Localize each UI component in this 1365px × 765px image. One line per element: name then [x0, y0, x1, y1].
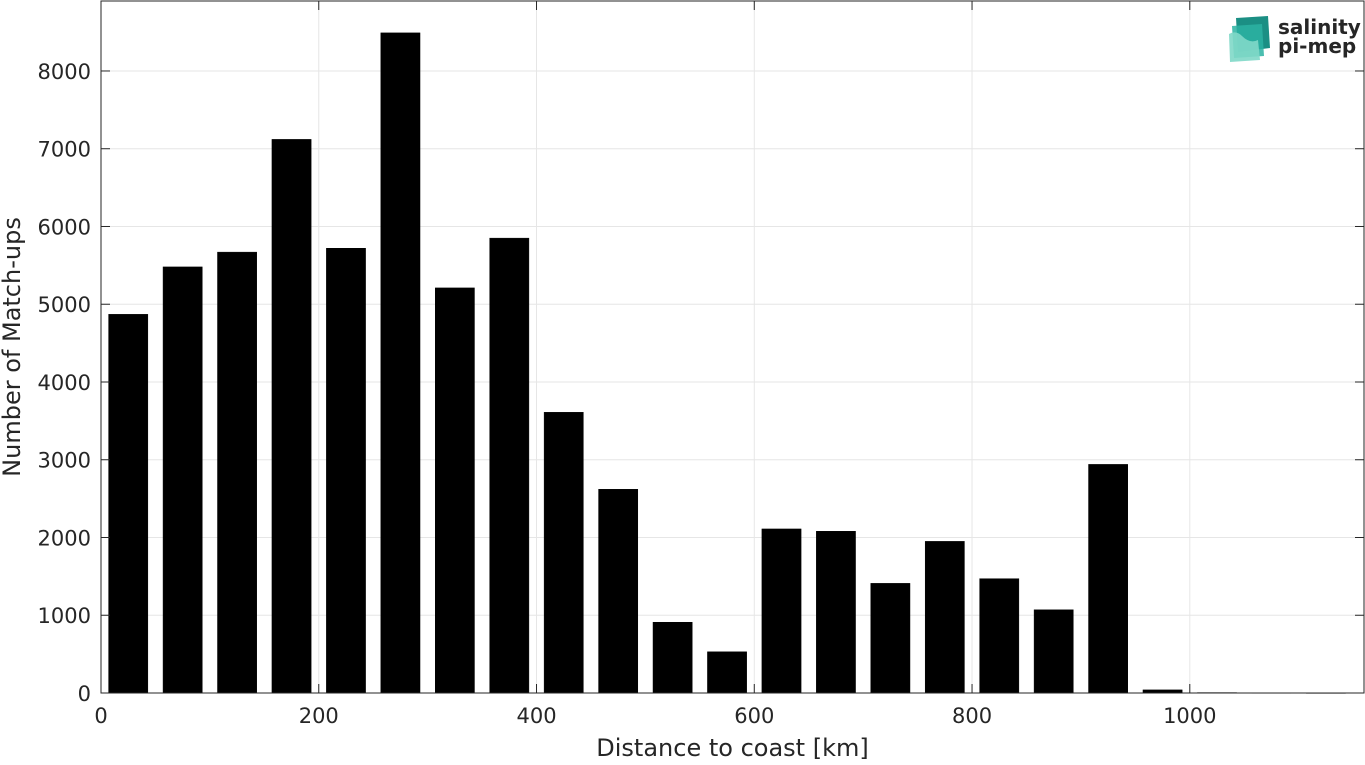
y-tick-label: 0: [78, 682, 91, 706]
bar: [816, 531, 856, 694]
x-tick-label: 400: [516, 704, 556, 728]
x-tick-label: 0: [94, 704, 107, 728]
bar: [326, 248, 366, 694]
bar: [707, 651, 747, 694]
x-axis-label: Distance to coast [km]: [596, 734, 868, 761]
bar: [380, 32, 421, 694]
x-ticks: 0 200 400 600 800 1000: [94, 1, 1217, 728]
y-tick-label: 7000: [38, 138, 91, 162]
plot-frame: [100, 0, 1365, 694]
y-axis-label: Number of Match-ups: [0, 217, 26, 477]
y-tick-label: 1000: [38, 604, 91, 628]
grid: [101, 1, 1364, 693]
bar: [924, 541, 965, 694]
bar: [761, 528, 802, 694]
bar: [162, 266, 203, 694]
bar: [1033, 609, 1074, 694]
x-tick-label: 200: [299, 704, 339, 728]
logo-line1: salinity: [1278, 15, 1361, 39]
y-tick-label: 3000: [38, 449, 91, 473]
bars: [108, 32, 1346, 694]
bar: [652, 621, 693, 694]
bar: [870, 583, 911, 694]
y-tick-label: 4000: [38, 371, 91, 395]
salinity-pimep-logo: salinity pi-mep: [1229, 15, 1361, 62]
logo-line2: pi-mep: [1278, 34, 1356, 58]
bar: [489, 237, 530, 694]
bar: [108, 314, 149, 694]
x-tick-label: 1000: [1163, 704, 1216, 728]
bar: [435, 287, 475, 694]
bar: [543, 412, 584, 694]
x-tick-label: 600: [734, 704, 774, 728]
bar: [979, 578, 1020, 694]
bar: [598, 489, 639, 694]
x-tick-label: 800: [952, 704, 992, 728]
bar: [271, 139, 312, 694]
y-tick-label: 6000: [38, 215, 91, 239]
y-ticks: 0 1000 2000 3000 4000 5000 6000 7000 8000: [38, 60, 1364, 706]
y-tick-label: 8000: [38, 60, 91, 84]
bar: [217, 251, 257, 694]
y-tick-label: 5000: [38, 293, 91, 317]
bar: [1088, 464, 1128, 694]
logo-mark-icon: [1229, 16, 1270, 62]
y-tick-label: 2000: [38, 526, 91, 550]
